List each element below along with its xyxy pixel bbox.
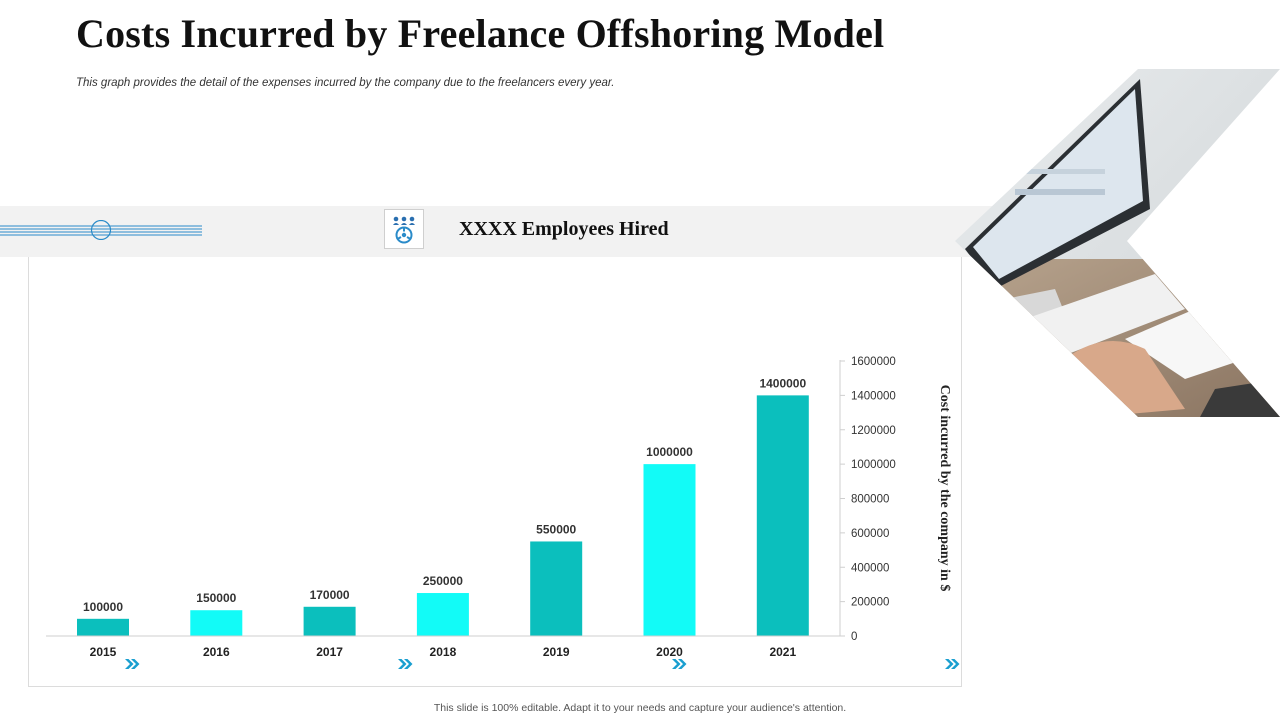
x-tick-2017: 2017 — [316, 645, 343, 659]
x-tick-2018: 2018 — [430, 645, 457, 659]
bar-2019 — [530, 541, 583, 636]
bars-layer — [77, 395, 809, 636]
data-label-2018: 250000 — [423, 574, 463, 588]
x-tick-2021: 2021 — [769, 645, 796, 659]
y-tick-label: 600000 — [851, 528, 889, 540]
x-tick-2015: 2015 — [90, 645, 117, 659]
bar-2016 — [190, 610, 243, 636]
data-label-2021: 1400000 — [759, 376, 806, 390]
chevron-right-icon — [398, 659, 413, 669]
y-tick-label: 200000 — [851, 597, 889, 609]
y-tick-label: 800000 — [851, 494, 889, 506]
y-axis-title: Cost incurred by the company in $ — [937, 385, 952, 592]
y-tick-label: 0 — [851, 631, 857, 643]
bar-2018 — [416, 593, 469, 636]
y-tick-label: 1600000 — [851, 356, 896, 368]
x-tick-2019: 2019 — [543, 645, 570, 659]
data-label-2017: 170000 — [310, 588, 350, 602]
x-tick-2016: 2016 — [203, 645, 230, 659]
data-label-2015: 100000 — [83, 600, 123, 614]
bar-2021 — [756, 395, 809, 636]
y-tick-label: 1200000 — [851, 425, 896, 437]
chevron-right-icon — [945, 659, 960, 669]
data-label-2020: 1000000 — [646, 445, 693, 459]
bar-2020 — [643, 464, 696, 636]
data-labels-layer: 100000 150000 170000 250000 550000 1000000 140… — [83, 376, 807, 613]
page-subtitle: This graph provides the detail of the ex… — [76, 77, 615, 89]
y-tick-label: 1000000 — [851, 459, 896, 471]
employees-hired-label: XXXX Employees Hired — [459, 218, 669, 240]
bar-2015 — [77, 618, 129, 636]
page-title: Costs Incurred by Freelance Offshoring M… — [76, 11, 885, 56]
footer-note: This slide is 100% editable. Adapt it to… — [433, 702, 847, 714]
x-tick-labels: 2015 2016 2017 2018 2019 2020 2021 — [90, 645, 797, 659]
y-tick-label: 400000 — [851, 562, 889, 574]
chevron-right-icon — [672, 659, 687, 669]
y-tick-labels: 0 200000 400000 600000 800000 1000000 1200000 1… — [840, 356, 896, 643]
chevron-right-icon — [125, 659, 140, 669]
team-icon — [384, 209, 424, 249]
x-tick-2020: 2020 — [656, 645, 683, 659]
chart-frame — [28, 257, 962, 687]
decorative-lines — [0, 220, 202, 240]
data-label-2016: 150000 — [196, 591, 236, 605]
office-photo — [955, 69, 1280, 417]
y-tick-label: 1400000 — [851, 390, 896, 402]
data-label-2019: 550000 — [536, 522, 576, 536]
bar-2017 — [303, 606, 356, 636]
